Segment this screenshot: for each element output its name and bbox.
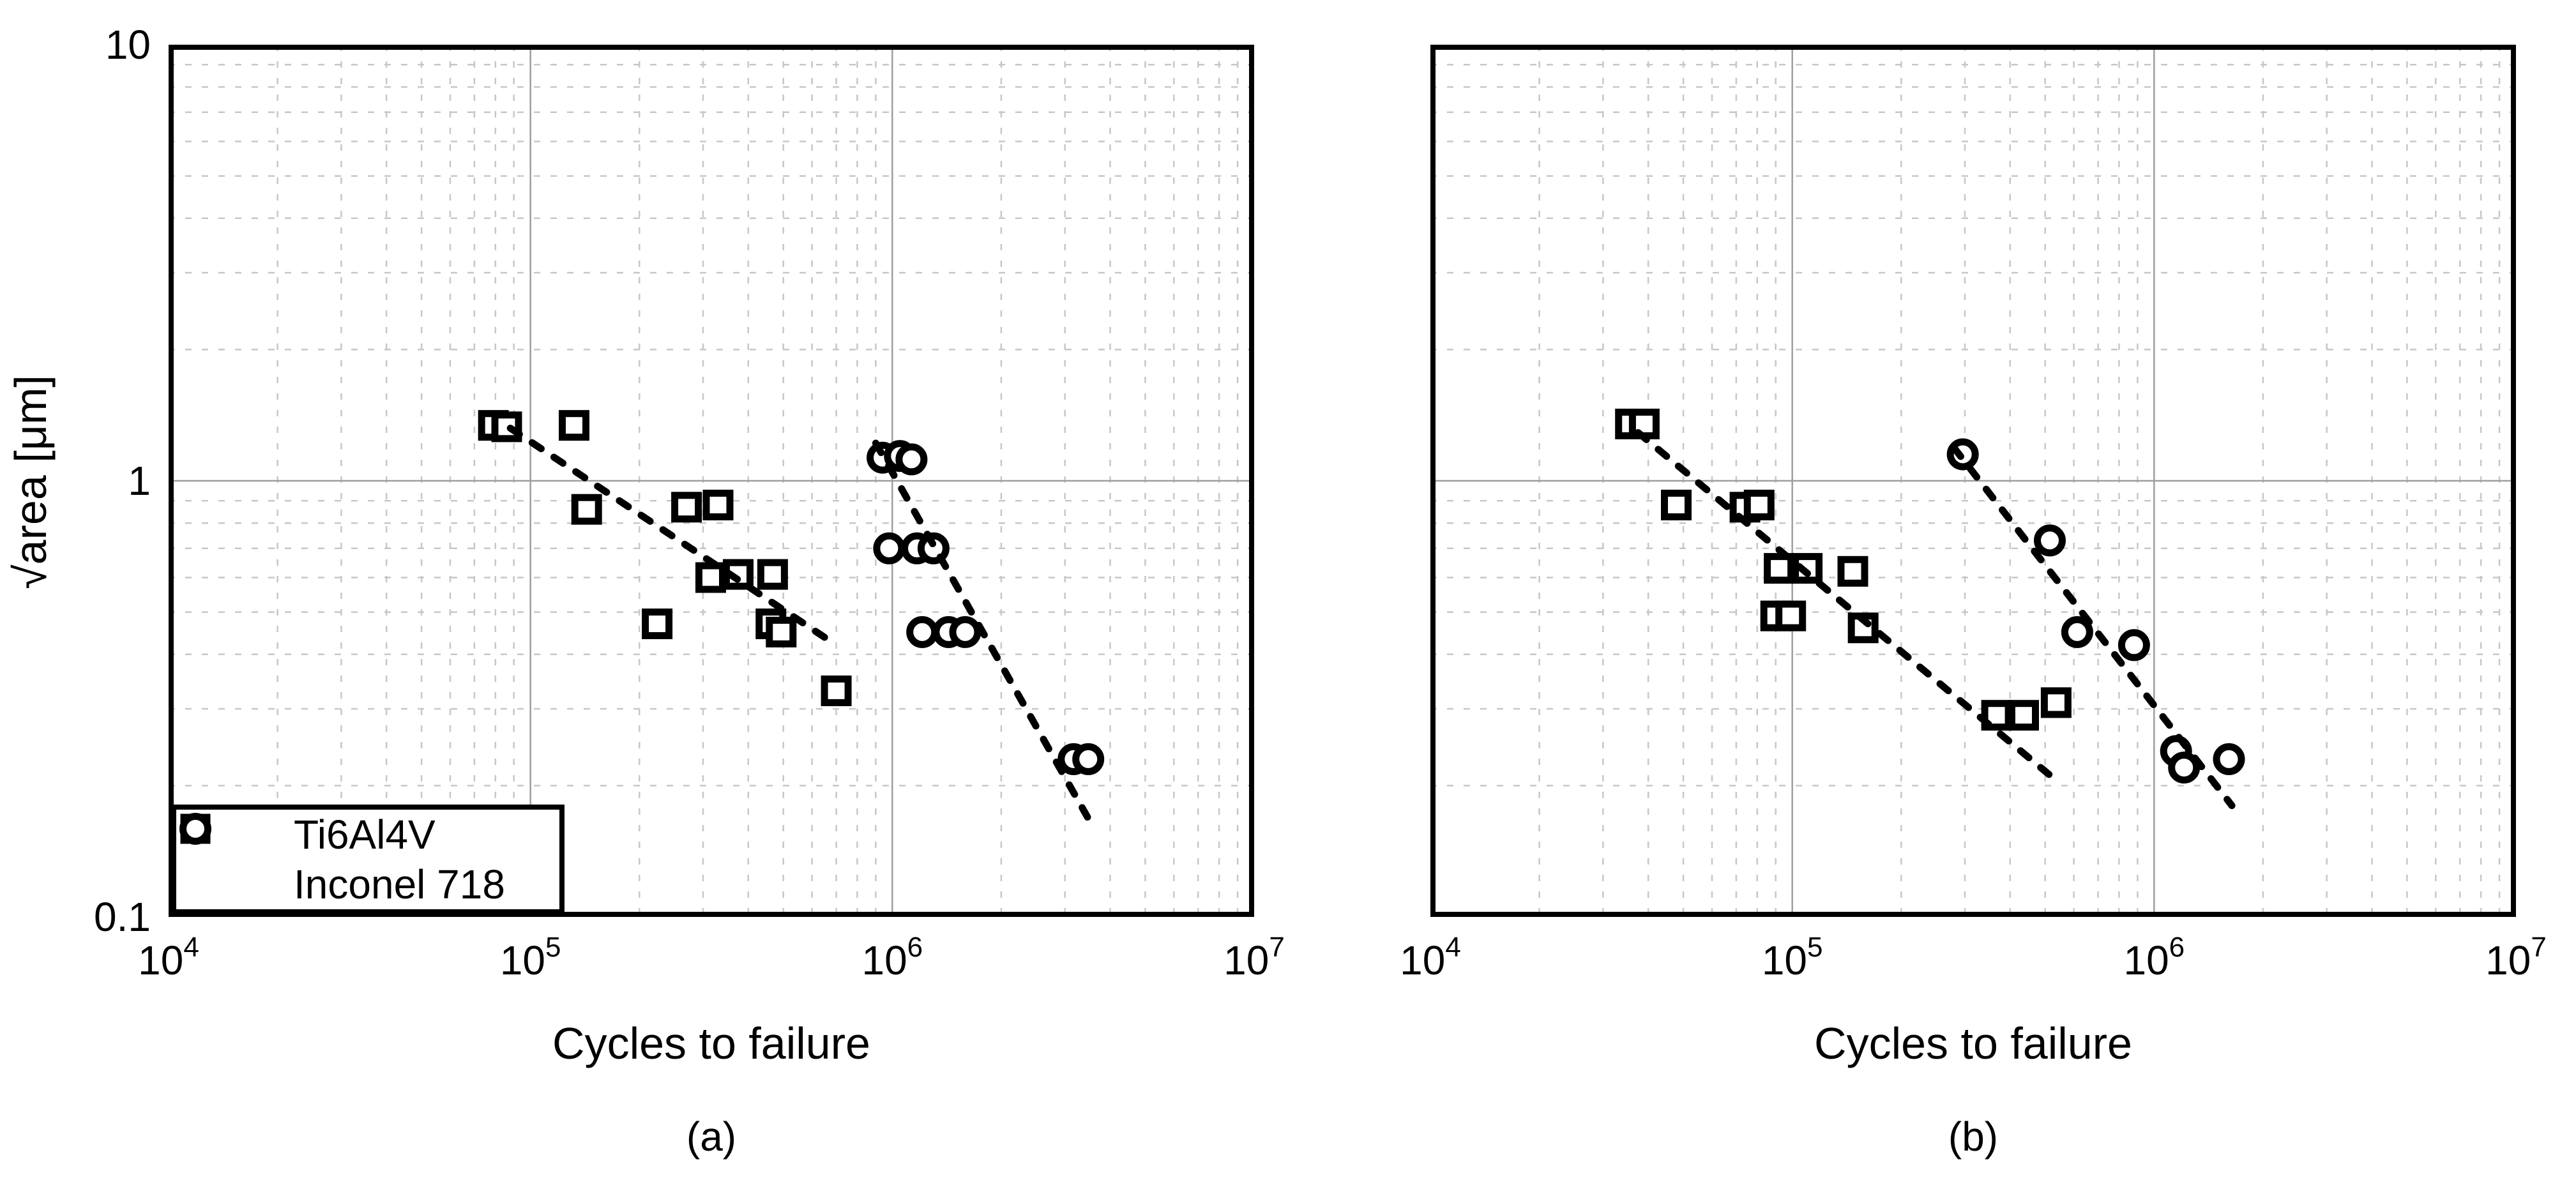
caption-a: (a) (686, 1114, 737, 1160)
x-tick-label: 107 (2485, 932, 2547, 983)
x-tick-label: 105 (499, 932, 561, 983)
marker-square (671, 492, 702, 523)
marker-square (559, 410, 589, 441)
marker-circle (1072, 743, 1105, 775)
legend-item: Ti6Al4V (180, 811, 559, 858)
marker-circle (906, 616, 939, 648)
marker-square (1837, 556, 1868, 587)
x-tick-label: 106 (861, 932, 923, 983)
marker-square (821, 675, 852, 706)
marker-square (757, 559, 788, 590)
marker-square (1661, 489, 1692, 520)
x-axis-label-b: Cycles to failure (1814, 1018, 2132, 1068)
trend-line (506, 425, 840, 649)
marker-square (695, 562, 726, 593)
marker-circle (895, 443, 928, 476)
plot-svg-a (169, 45, 1254, 917)
marker-circle (2061, 616, 2093, 648)
legend: Ti6Al4V Inconel 718 (171, 805, 564, 914)
caption-b: (b) (1948, 1114, 1999, 1160)
y-tick-label: 0.1 (94, 894, 151, 940)
x-tick-label: 105 (1761, 932, 1823, 983)
x-tick-label: 106 (2123, 932, 2185, 983)
plot-svg-b (1430, 45, 2516, 917)
marker-square (2040, 687, 2072, 718)
plot-area-b (1430, 45, 2516, 917)
marker-circle (2168, 752, 2201, 784)
x-axis-label-a: Cycles to failure (552, 1018, 870, 1068)
x-tick-label: 104 (1400, 932, 1461, 983)
marker-square (702, 489, 734, 520)
plot-border (1430, 45, 2516, 917)
marker-square (1764, 553, 1795, 584)
y-tick-label: 10 (105, 22, 151, 68)
marker-circle (2213, 743, 2245, 775)
legend-item: Inconel 718 (179, 813, 559, 908)
marker-circle (2034, 524, 2066, 557)
plot-area-a: Ti6Al4V Inconel 718 (169, 45, 1254, 917)
trend-line (1634, 429, 2055, 780)
y-tick-label: 1 (128, 458, 151, 504)
marker-square (2008, 700, 2039, 731)
x-tick-label: 107 (1224, 932, 1285, 983)
marker-square (571, 494, 602, 525)
marker-square (1743, 489, 1775, 520)
plot-border (169, 45, 1254, 917)
marker-square (766, 616, 797, 647)
trend-line (872, 439, 1098, 832)
marker-square (642, 609, 673, 639)
x-tick-label: 104 (138, 932, 199, 983)
legend-label: Ti6Al4V (294, 812, 436, 858)
marker-square (1775, 600, 1807, 632)
marker-circle (2118, 629, 2150, 662)
trend-line (1950, 444, 2236, 810)
legend-label: Inconel 718 (294, 861, 505, 907)
marker-circle (873, 532, 905, 564)
marker-circle (949, 616, 981, 648)
